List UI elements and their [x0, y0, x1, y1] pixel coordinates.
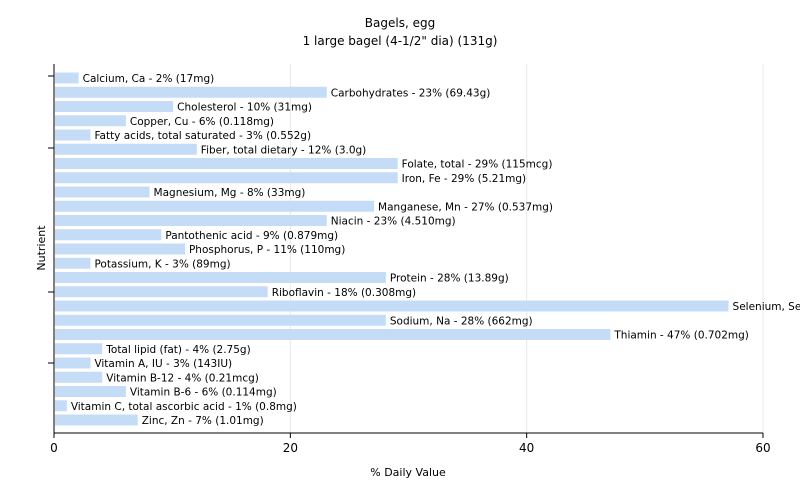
bar-label-2: Cholesterol - 10% (31mg) — [177, 102, 312, 114]
bar-3 — [55, 115, 126, 127]
x-axis-label: % Daily Value — [370, 466, 446, 479]
bar-label-0: Calcium, Ca - 2% (17mg) — [83, 73, 215, 85]
bar-18 — [55, 329, 611, 340]
bar-label-11: Pantothenic acid - 9% (0.879mg) — [165, 230, 338, 242]
x-tick-label-3: 60 — [755, 441, 770, 455]
bar-label-14: Protein - 28% (13.89g) — [390, 273, 509, 285]
bar-label-17: Sodium, Na - 28% (662mg) — [390, 315, 533, 327]
bar-5 — [55, 143, 197, 155]
bar-label-3: Copper, Cu - 6% (0.118mg) — [130, 116, 274, 128]
bar-11 — [55, 229, 162, 241]
bar-label-5: Fiber, total dietary - 12% (3.0g) — [201, 144, 366, 156]
gridlines — [289, 64, 764, 433]
bar-13 — [55, 257, 91, 269]
chart-title: Bagels, egg — [365, 16, 435, 30]
bar-label-16: Selenium, Se - 57% (40.1mcg) — [733, 301, 800, 313]
bars: Calcium, Ca - 2% (17mg) Carbohydrates - 2… — [55, 72, 800, 427]
bar-16 — [55, 300, 729, 312]
y-axis-label: Nutrient — [35, 225, 48, 271]
bar-label-18: Thiamin - 47% (0.702mg) — [613, 330, 749, 342]
bar-label-12: Phosphorus, P - 11% (110mg) — [189, 244, 345, 256]
bar-label-21: Vitamin B-12 - 4% (0.21mcg) — [106, 372, 259, 384]
bar-9 — [55, 200, 375, 212]
bar-4 — [55, 129, 91, 141]
bar-label-4: Fatty acids, total saturated - 3% (0.552… — [94, 130, 311, 142]
x-tick-label-0: 0 — [50, 441, 58, 455]
bar-label-10: Niacin - 23% (4.510mg) — [331, 216, 456, 228]
bar-10 — [55, 215, 327, 226]
bar-6 — [55, 158, 398, 169]
bar-8 — [55, 186, 150, 198]
x-tick-label-1: 20 — [283, 441, 298, 455]
bar-label-24: Zinc, Zn - 7% (1.01mg) — [142, 415, 264, 427]
bar-23 — [55, 400, 67, 412]
bar-7 — [55, 172, 398, 184]
bar-label-1: Carbohydrates - 23% (69.43g) — [331, 87, 491, 99]
bar-19 — [55, 343, 103, 355]
bar-2 — [55, 101, 174, 112]
bar-24 — [55, 414, 138, 426]
bar-label-13: Potassium, K - 3% (89mg) — [94, 258, 230, 270]
bar-label-15: Riboflavin - 18% (0.308mg) — [272, 287, 416, 299]
bar-label-19: Total lipid (fat) - 4% (2.75g) — [105, 344, 250, 356]
bar-20 — [55, 357, 91, 369]
bar-label-8: Magnesium, Mg - 8% (33mg) — [154, 187, 306, 199]
x-tick-label-2: 40 — [519, 441, 534, 455]
axes: 0 20 40 60 — [48, 64, 771, 455]
bar-22 — [55, 386, 126, 397]
bar-label-22: Vitamin B-6 - 6% (0.114mg) — [130, 387, 277, 399]
bar-label-23: Vitamin C, total ascorbic acid - 1% (0.8… — [71, 401, 297, 413]
bar-label-20: Vitamin A, IU - 3% (143IU) — [94, 358, 232, 370]
chart-subtitle: 1 large bagel (4-1/2" dia) (131g) — [303, 34, 498, 48]
bar-label-6: Folate, total - 29% (115mcg) — [402, 159, 553, 171]
bar-label-7: Iron, Fe - 29% (5.21mg) — [402, 173, 526, 185]
bar-15 — [55, 286, 268, 298]
bar-21 — [55, 371, 103, 383]
bar-1 — [55, 86, 327, 98]
bar-17 — [55, 314, 386, 326]
bar-14 — [55, 272, 386, 283]
bar-0 — [55, 72, 79, 84]
bar-12 — [55, 243, 185, 255]
bar-label-9: Manganese, Mn - 27% (0.537mg) — [378, 201, 553, 213]
